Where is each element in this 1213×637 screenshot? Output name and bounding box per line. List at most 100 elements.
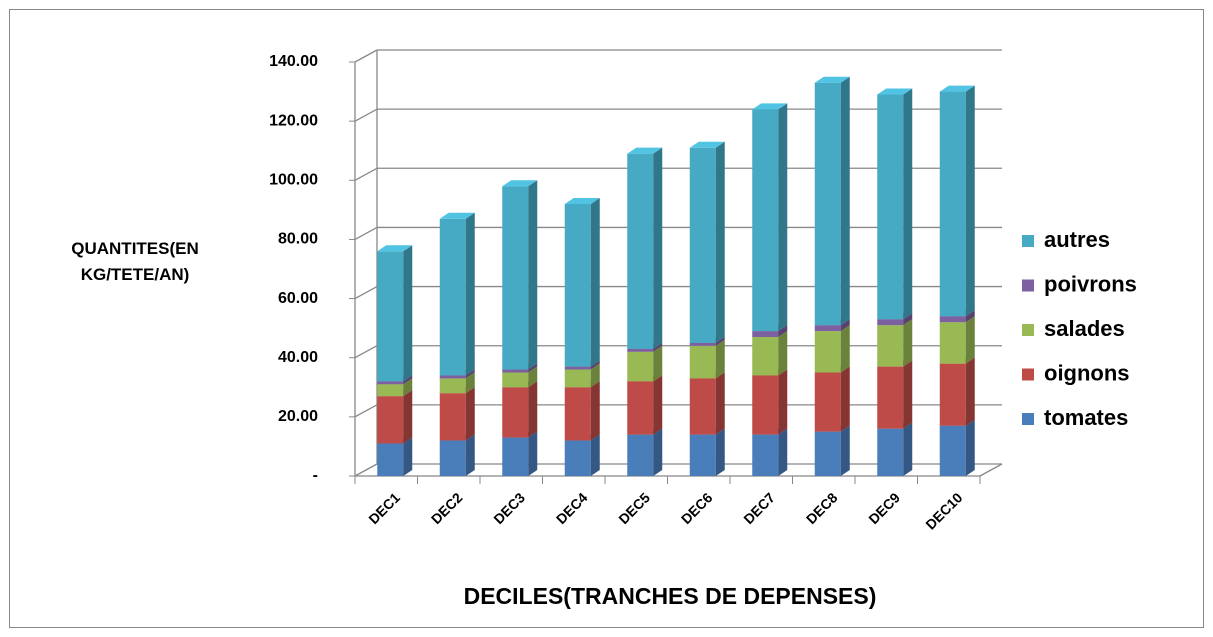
- bar-segment: [502, 186, 529, 370]
- bar-segment: [502, 372, 529, 388]
- bar-top: [814, 76, 850, 83]
- bar-side: [528, 363, 538, 373]
- bar-segment: [377, 381, 404, 385]
- legend-label: poivrons: [1044, 271, 1137, 296]
- bar-segment: [502, 437, 529, 476]
- bar-top: [564, 197, 600, 204]
- bar-segment: [752, 375, 779, 435]
- grid-line-side: [354, 226, 378, 240]
- bar-segment: [502, 387, 529, 438]
- bar-side: [778, 103, 788, 332]
- bar-side: [965, 85, 975, 317]
- bar-segment: [377, 396, 404, 444]
- y-tick-label: 120.00: [269, 112, 318, 129]
- bar-top: [502, 180, 538, 187]
- legend-swatch: [1022, 235, 1034, 247]
- bar-side: [465, 387, 475, 441]
- bar-top: [377, 245, 413, 252]
- bar-segment: [564, 440, 591, 476]
- bar-side: [403, 390, 413, 444]
- bar-segment: [689, 434, 716, 476]
- bar-segment: [627, 153, 654, 349]
- bar-segment: [627, 381, 654, 435]
- grid-line-side: [354, 108, 378, 122]
- y-tick-label: 20.00: [278, 408, 318, 425]
- bar-side: [965, 357, 975, 426]
- bar-segment: [814, 431, 841, 476]
- bar-segment: [752, 109, 779, 332]
- bar-side: [590, 197, 600, 367]
- grid-line-side: [354, 345, 378, 359]
- bar-segment: [689, 147, 716, 343]
- legend-swatch: [1022, 324, 1034, 336]
- bar-segment: [439, 440, 466, 476]
- bar-side: [778, 331, 788, 376]
- grid-line-side: [354, 286, 378, 300]
- bar-side: [778, 369, 788, 435]
- y-tick-label: 140.00: [269, 53, 318, 70]
- bar-side: [715, 336, 725, 346]
- bar-segment: [689, 378, 716, 435]
- bar-top: [752, 103, 788, 110]
- bar-segment: [877, 428, 904, 476]
- bar-top: [627, 147, 663, 154]
- bar-segment: [814, 372, 841, 432]
- bar-segment: [564, 387, 591, 441]
- legend-swatch: [1022, 279, 1034, 292]
- bar-side: [840, 76, 850, 326]
- bar-side: [528, 180, 538, 370]
- bar-segment: [439, 218, 466, 376]
- bar-side: [653, 147, 663, 349]
- grid-line-side: [354, 167, 378, 181]
- y-tick-label: 60.00: [278, 290, 318, 307]
- bar-top: [877, 88, 913, 95]
- bar-segment: [564, 369, 591, 388]
- bar-side: [903, 88, 913, 320]
- y-tick-label: -: [313, 467, 318, 484]
- bar-side: [653, 375, 663, 435]
- bar-side: [403, 378, 413, 397]
- floor-edge: [979, 463, 1003, 477]
- bar-side: [840, 366, 850, 432]
- bar-side: [778, 428, 788, 476]
- bar-segment: [939, 425, 966, 476]
- bar-side: [590, 360, 600, 370]
- y-tick-label: 80.00: [278, 231, 318, 248]
- bar-segment: [627, 434, 654, 476]
- bar-segment: [439, 393, 466, 441]
- bar-segment: [377, 443, 404, 476]
- bar-side: [465, 369, 475, 379]
- bar-segment: [627, 351, 654, 382]
- grid-line-side: [354, 463, 378, 477]
- bar-segment: [752, 337, 779, 376]
- bar-side: [590, 434, 600, 476]
- bar-side: [840, 319, 850, 332]
- bar-side: [403, 437, 413, 476]
- bar-top: [439, 212, 475, 219]
- bar-side: [903, 313, 913, 326]
- legend-swatch: [1022, 413, 1034, 425]
- bar-side: [965, 419, 975, 476]
- bar-segment: [877, 325, 904, 367]
- y-tick-label: 40.00: [278, 349, 318, 366]
- bar-side: [528, 366, 538, 388]
- x-axis-title: DECILES(TRANCHES DE DEPENSES): [464, 583, 877, 609]
- bar-side: [653, 428, 663, 476]
- legend-swatch: [1022, 368, 1034, 381]
- bar-top: [689, 141, 725, 148]
- bar-segment: [939, 316, 966, 323]
- bar-segment: [439, 378, 466, 394]
- bar-segment: [814, 331, 841, 373]
- legend-label: tomates: [1044, 405, 1128, 430]
- bar-side: [965, 316, 975, 364]
- bar-side: [590, 363, 600, 388]
- bar-segment: [377, 251, 404, 382]
- bar-side: [903, 360, 913, 429]
- bar-side: [403, 245, 413, 382]
- bar-segment: [689, 345, 716, 379]
- bar-side: [465, 372, 475, 394]
- bar-side: [965, 310, 975, 323]
- bar-segment: [814, 325, 841, 332]
